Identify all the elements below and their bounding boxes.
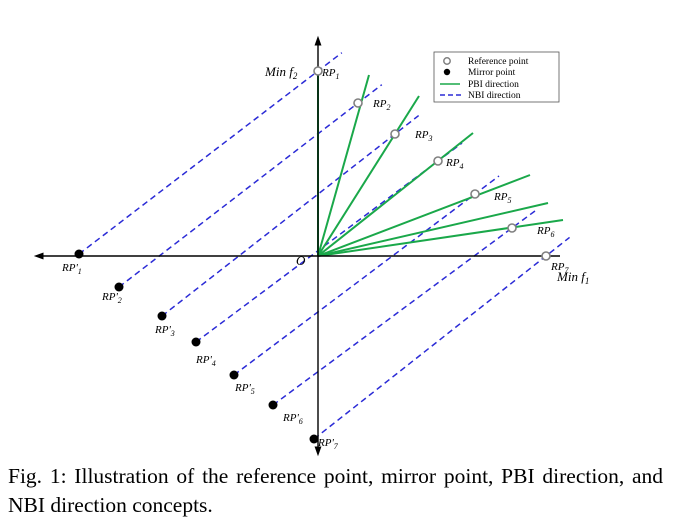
- legend-reference-point-label: Reference point: [468, 56, 529, 67]
- nbi-line: [233, 175, 500, 376]
- pbi-line: [317, 219, 564, 257]
- nbi-line: [78, 52, 343, 255]
- nbi-line: [272, 209, 537, 406]
- reference-point-label: RP7: [550, 261, 569, 275]
- reference-point-label: RP6: [536, 225, 554, 239]
- nbi-line: [313, 236, 571, 440]
- mirror-point-label: RP'6: [282, 412, 303, 426]
- pbi-line: [317, 174, 531, 257]
- mirror-point-label: RP'1: [61, 262, 82, 276]
- reference-point-label: RP4: [445, 157, 463, 171]
- reference-point: [433, 156, 443, 166]
- axes: O Min f2 Min f1: [33, 35, 589, 457]
- mirror-point-label: RP'5: [234, 382, 255, 396]
- legend-pbi-label: PBI direction: [468, 80, 519, 90]
- reference-point-label: RP3: [414, 129, 432, 143]
- mirror-point: [309, 434, 319, 444]
- mirror-point-label: RP'4: [195, 354, 216, 368]
- points: RP1 RP2 RP3 RP4 RP5 RP6 RP7 RP'1 RP'2 RP'3 RP'4 RP'…: [61, 66, 569, 451]
- nbi-line: [161, 114, 420, 317]
- reference-point-label: RP1: [321, 67, 339, 81]
- mirror-point: [157, 311, 167, 321]
- legend: Reference point Mirror point PBI directi…: [433, 51, 560, 103]
- mirror-point: [229, 370, 239, 380]
- reference-point-label: RP2: [372, 98, 390, 112]
- mirror-point-label: RP'2: [101, 291, 122, 305]
- legend-nbi-label: NBI direction: [468, 91, 521, 101]
- figure-caption: Fig. 1: Illustration of the reference po…: [8, 464, 663, 517]
- reference-point-label: RP5: [493, 191, 511, 205]
- legend-box: [433, 51, 560, 103]
- legend-mirror-point-icon: [443, 68, 451, 76]
- pbi-line: [317, 132, 474, 257]
- origin-label: O: [296, 253, 306, 268]
- figure-diagram: O Min f2 Min f1 RP1 RP2 RP3 RP4 RP5 RP6 RP7 RP'…: [33, 35, 589, 457]
- pbi-line: [317, 202, 549, 257]
- mirror-point-label: RP'7: [317, 437, 339, 451]
- nbi-lines: [78, 52, 571, 440]
- reference-point: [470, 189, 480, 199]
- mirror-point-label: RP'3: [154, 324, 175, 338]
- reference-point: [541, 251, 551, 261]
- mirror-point: [191, 337, 201, 347]
- reference-point: [390, 129, 400, 139]
- legend-reference-point-icon: [443, 57, 451, 65]
- mirror-point: [114, 282, 124, 292]
- mirror-point: [74, 249, 84, 259]
- nbi-line: [118, 84, 383, 288]
- reference-point: [313, 66, 323, 76]
- nbi-line: [195, 142, 463, 343]
- reference-point: [507, 223, 517, 233]
- x-axis-label: Min f1: [556, 269, 589, 286]
- reference-point: [353, 98, 363, 108]
- y-axis-label: Min f2: [264, 64, 298, 81]
- pbi-line: [317, 95, 420, 257]
- legend-mirror-point-label: Mirror point: [468, 68, 516, 78]
- mirror-point: [268, 400, 278, 410]
